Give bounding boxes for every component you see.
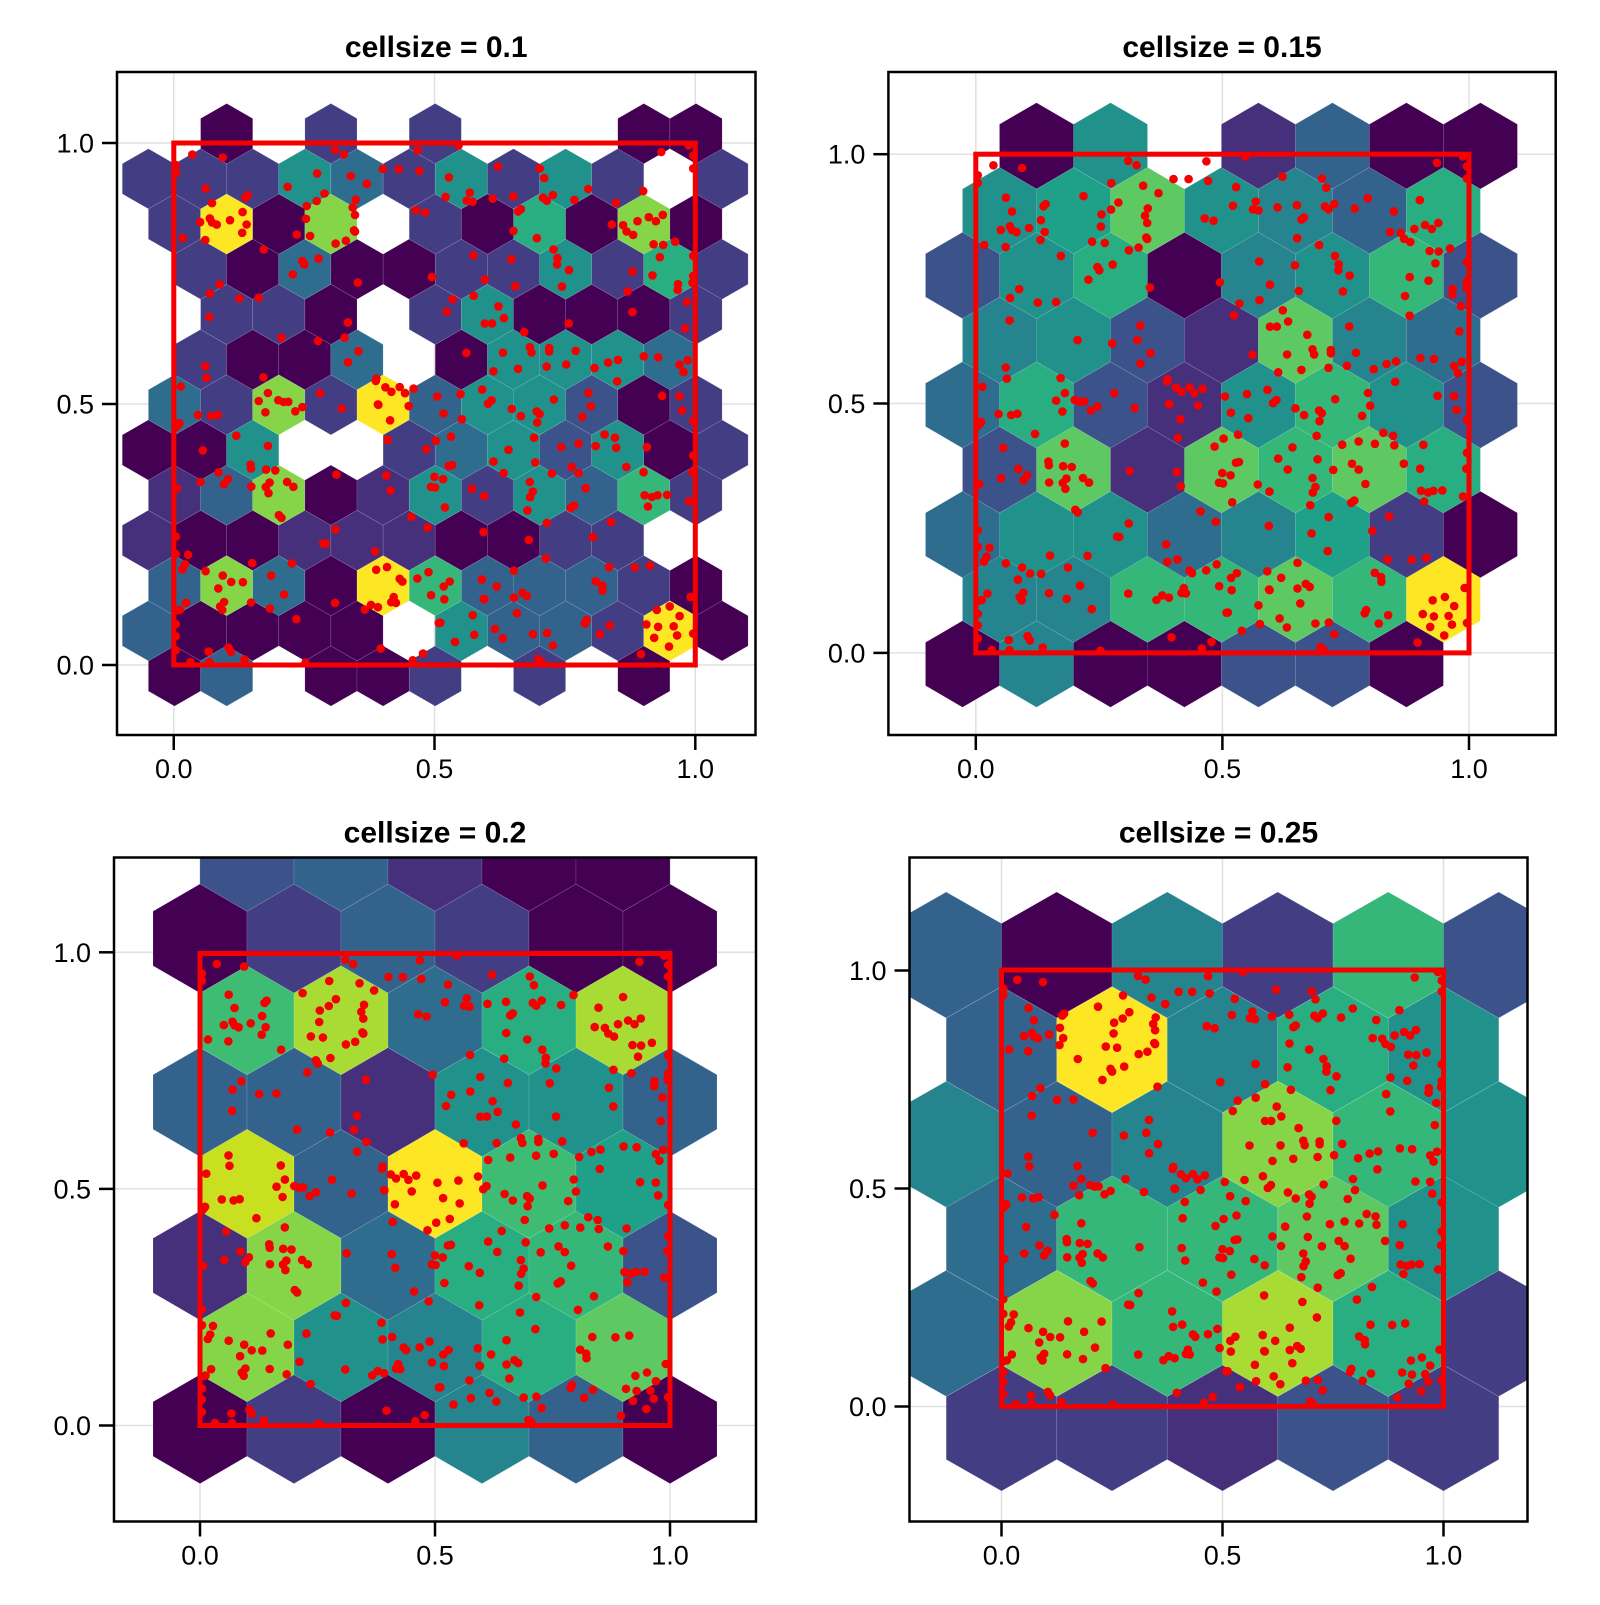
svg-text:0.0: 0.0 bbox=[828, 638, 866, 668]
svg-text:0.5: 0.5 bbox=[1204, 754, 1242, 784]
svg-text:0.0: 0.0 bbox=[181, 1541, 219, 1571]
svg-text:0.5: 0.5 bbox=[416, 754, 454, 784]
svg-text:0.0: 0.0 bbox=[957, 754, 995, 784]
svg-text:1.0: 1.0 bbox=[1425, 1541, 1463, 1571]
svg-text:1.0: 1.0 bbox=[1450, 754, 1488, 784]
svg-text:1.0: 1.0 bbox=[56, 129, 94, 159]
svg-text:1.0: 1.0 bbox=[53, 938, 91, 968]
svg-text:0.5: 0.5 bbox=[1204, 1541, 1242, 1571]
svg-text:0.5: 0.5 bbox=[56, 390, 94, 420]
svg-text:1.0: 1.0 bbox=[849, 956, 887, 986]
svg-text:1.0: 1.0 bbox=[677, 754, 715, 784]
svg-text:0.5: 0.5 bbox=[828, 389, 866, 419]
svg-text:0.5: 0.5 bbox=[53, 1174, 91, 1204]
svg-text:cellsize = 0.25: cellsize = 0.25 bbox=[1119, 817, 1318, 850]
svg-text:1.0: 1.0 bbox=[828, 140, 866, 170]
svg-text:1.0: 1.0 bbox=[651, 1541, 689, 1571]
svg-text:cellsize = 0.15: cellsize = 0.15 bbox=[1122, 31, 1321, 64]
svg-text:0.0: 0.0 bbox=[983, 1541, 1021, 1571]
svg-text:0.5: 0.5 bbox=[849, 1174, 887, 1204]
svg-text:0.0: 0.0 bbox=[53, 1411, 91, 1441]
svg-text:cellsize = 0.1: cellsize = 0.1 bbox=[345, 31, 528, 64]
svg-text:0.0: 0.0 bbox=[56, 651, 94, 681]
svg-text:0.0: 0.0 bbox=[155, 754, 193, 784]
svg-text:0.0: 0.0 bbox=[849, 1392, 887, 1422]
svg-text:cellsize = 0.2: cellsize = 0.2 bbox=[344, 817, 527, 850]
svg-text:0.5: 0.5 bbox=[416, 1541, 454, 1571]
